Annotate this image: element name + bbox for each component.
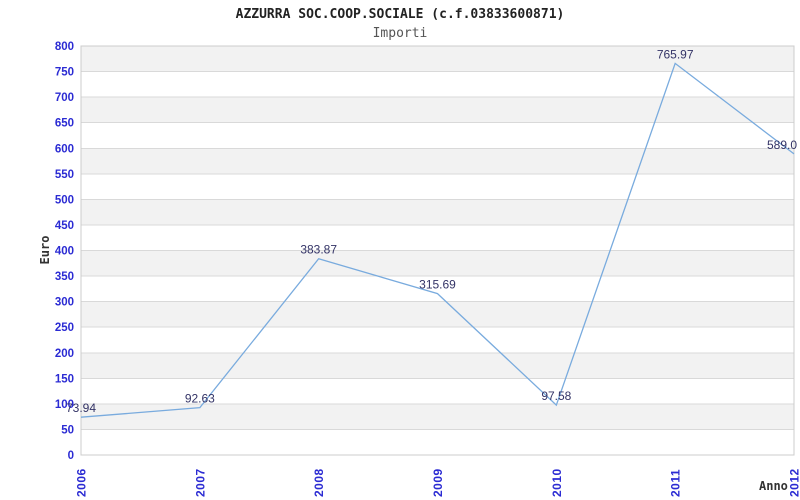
data-point-label: 97.58 bbox=[541, 389, 571, 403]
data-point-label: 73.94 bbox=[66, 401, 96, 415]
y-tick-label: 500 bbox=[55, 194, 74, 206]
y-tick-label: 750 bbox=[55, 67, 74, 79]
chart-title: AZZURRA SOC.COOP.SOCIALE (c.f.0383360087… bbox=[235, 7, 565, 22]
x-tick-label: 2006 bbox=[75, 468, 89, 497]
plot-band bbox=[81, 148, 794, 174]
y-tick-label: 100 bbox=[55, 399, 74, 411]
plot-band bbox=[81, 173, 794, 200]
x-tick-label: 2009 bbox=[431, 468, 445, 497]
x-tick-label: 2008 bbox=[312, 468, 326, 497]
y-tick-label: 150 bbox=[55, 373, 74, 385]
data-line bbox=[80, 62, 795, 418]
y-tick-label: 800 bbox=[55, 41, 74, 53]
data-point-label: 765.97 bbox=[657, 47, 694, 61]
y-tick-label: 600 bbox=[55, 143, 74, 155]
x-tick-label: 2007 bbox=[193, 468, 207, 497]
x-tick-label: 2010 bbox=[550, 468, 564, 497]
plot-band bbox=[81, 429, 794, 455]
data-point-label: 315.69 bbox=[419, 278, 456, 292]
y-tick-label: 0 bbox=[68, 450, 74, 462]
y-tick-label: 650 bbox=[55, 118, 74, 130]
plot-band bbox=[81, 224, 794, 251]
x-tick-label: 2012 bbox=[788, 468, 800, 497]
y-tick-label: 450 bbox=[55, 220, 74, 232]
plot-band bbox=[81, 378, 794, 404]
chart-subtitle: Importi bbox=[372, 26, 428, 41]
plot-band bbox=[81, 250, 794, 277]
plot-band bbox=[81, 327, 794, 353]
y-tick-label: 550 bbox=[55, 169, 74, 181]
plot-band bbox=[81, 276, 794, 302]
plot-band bbox=[81, 352, 794, 379]
plot-band bbox=[81, 71, 794, 98]
data-point-label: 92.63 bbox=[185, 392, 215, 406]
plot-band bbox=[81, 403, 794, 430]
y-tick-label: 200 bbox=[55, 348, 74, 360]
plot-border bbox=[80, 45, 795, 456]
y-tick-label: 700 bbox=[55, 92, 74, 104]
plot-band bbox=[81, 199, 794, 225]
plot-band bbox=[81, 301, 794, 328]
plot-band bbox=[81, 122, 794, 149]
data-point-label: 383.87 bbox=[300, 243, 337, 257]
y-tick-label: 350 bbox=[55, 271, 74, 283]
plot-band bbox=[81, 97, 794, 123]
y-tick-label: 50 bbox=[61, 424, 74, 436]
y-tick-label: 250 bbox=[55, 322, 74, 334]
y-tick-label: 300 bbox=[55, 297, 74, 309]
x-axis-title: Anno bbox=[759, 479, 788, 493]
plot-band bbox=[81, 46, 794, 72]
y-tick-label: 400 bbox=[55, 246, 74, 258]
data-point-label: 589.0 bbox=[767, 138, 797, 152]
x-tick-label: 2011 bbox=[669, 469, 683, 497]
